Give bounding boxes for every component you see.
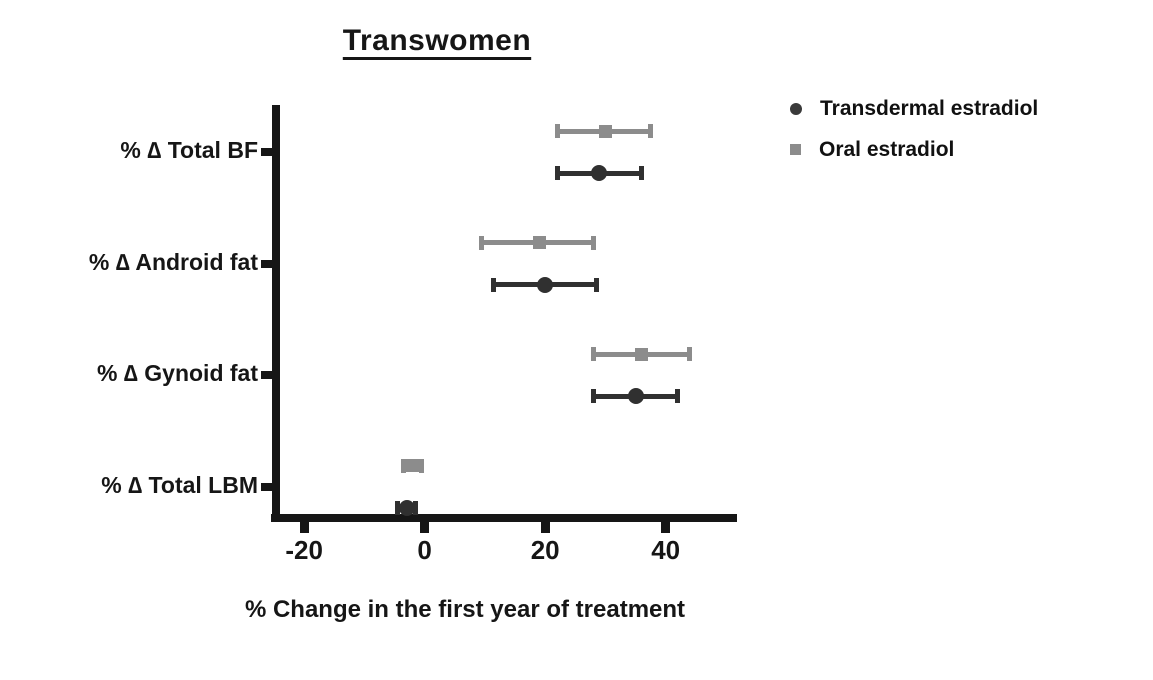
x-axis-tick xyxy=(540,522,550,533)
error-bar-cap-right xyxy=(675,389,681,403)
error-bar-cap-right xyxy=(419,458,425,473)
error-bar-cap-left xyxy=(590,347,596,361)
error-bar-cap-right xyxy=(639,166,645,180)
legend: Transdermal estradiol Oral estradiol xyxy=(790,88,1038,170)
y-axis-tick xyxy=(261,148,272,156)
y-axis-tick xyxy=(261,371,272,379)
error-bar-cap-left xyxy=(554,166,560,180)
error-bar-cap-left xyxy=(554,124,560,138)
data-point-circle xyxy=(627,388,644,404)
y-axis-line xyxy=(272,105,280,522)
error-bar-cap-left xyxy=(590,389,596,403)
category-label: % ∆ Total BF xyxy=(120,137,258,163)
x-axis-tick xyxy=(420,522,430,533)
legend-item-oral: Oral estradiol xyxy=(790,129,1038,170)
x-tick-label: 40 xyxy=(651,535,681,565)
data-point-circle xyxy=(398,499,415,516)
error-bar-cap-left xyxy=(479,235,485,250)
x-tick-label: 20 xyxy=(530,535,560,565)
data-point-square xyxy=(635,347,649,361)
error-bar-cap-left xyxy=(491,277,497,292)
x-axis-title: % Change in the first year of treatment xyxy=(244,596,686,623)
data-point-circle xyxy=(537,276,554,293)
error-bar-cap-right xyxy=(590,235,596,250)
x-axis-tick xyxy=(299,522,309,533)
x-axis-tick xyxy=(661,522,671,533)
category-label: % ∆ Android fat xyxy=(88,248,258,275)
category-label: % ∆ Total LBM xyxy=(101,471,258,498)
error-bar-cap-right xyxy=(687,347,693,361)
error-bar-cap-right xyxy=(413,500,419,515)
data-point-square xyxy=(598,124,612,138)
category-label: % ∆ Gynoid fat xyxy=(96,360,258,386)
x-tick-label: 0 xyxy=(417,535,432,565)
y-axis-tick xyxy=(261,259,272,268)
legend-label: Transdermal estradiol xyxy=(820,96,1039,120)
legend-label: Oral estradiol xyxy=(819,137,955,161)
x-tick-label: -20 xyxy=(285,535,323,565)
error-bar-cap-left xyxy=(395,500,401,515)
x-axis-line xyxy=(271,514,737,522)
legend-item-transdermal: Transdermal estradiol xyxy=(790,88,1038,129)
error-bar-cap-right xyxy=(648,124,654,138)
data-point-circle xyxy=(591,165,608,181)
error-bar-cap-right xyxy=(593,277,599,292)
square-marker-icon xyxy=(790,144,801,155)
data-point-square xyxy=(406,459,420,472)
y-axis-tick xyxy=(261,482,272,491)
chart-title: Transwomen xyxy=(342,24,532,57)
error-bar-cap-left xyxy=(401,458,407,473)
circle-marker-icon xyxy=(790,102,802,115)
data-point-square xyxy=(532,236,546,249)
